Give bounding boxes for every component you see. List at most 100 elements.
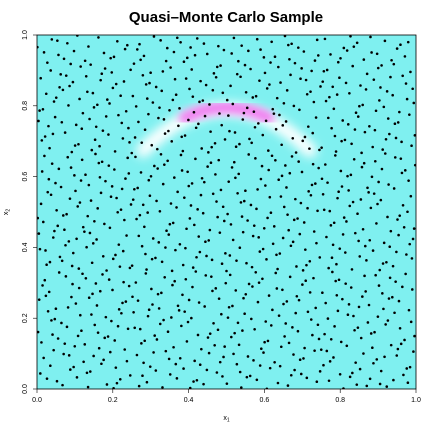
sample-point [405, 97, 409, 101]
sample-point [402, 226, 406, 229]
sample-point [328, 95, 331, 99]
sample-point [344, 251, 347, 254]
sample-point [132, 62, 136, 65]
sample-point [231, 304, 234, 308]
sample-point [70, 264, 74, 268]
sample-point [49, 364, 52, 367]
sample-point [287, 228, 290, 232]
sample-point [297, 298, 301, 302]
sample-point [106, 335, 110, 338]
sample-point [115, 196, 118, 200]
sample-point [201, 99, 205, 102]
sample-point [290, 42, 293, 46]
sample-point [89, 199, 93, 202]
sample-point [411, 288, 414, 291]
sample-point [129, 68, 132, 72]
sample-point [114, 366, 118, 369]
sample-point [356, 115, 360, 118]
sample-point [376, 66, 380, 70]
sample-point [84, 74, 88, 78]
sample-point [270, 154, 274, 158]
sample-point [317, 337, 321, 341]
sample-point [403, 338, 406, 342]
sample-point [92, 354, 95, 358]
sample-point [366, 321, 370, 324]
sample-point [280, 143, 283, 147]
sample-point [180, 324, 183, 328]
sample-point [57, 53, 60, 57]
sample-point [175, 36, 179, 40]
sample-point [412, 350, 415, 353]
sample-point [375, 52, 379, 56]
sample-point [331, 270, 334, 274]
sample-point [209, 130, 212, 133]
sample-point [214, 173, 217, 176]
sample-point [101, 129, 105, 132]
sample-point [398, 214, 402, 217]
sample-point [134, 105, 138, 108]
sample-point [100, 72, 104, 75]
sample-point [326, 116, 330, 120]
sample-point [219, 188, 223, 192]
sample-point [94, 125, 98, 129]
sample-point [259, 347, 263, 351]
sample-point [170, 269, 174, 273]
sample-point [38, 109, 41, 112]
sample-point [339, 57, 342, 60]
sample-point [341, 297, 344, 301]
sample-point [181, 263, 185, 267]
sample-point [147, 178, 151, 182]
sample-point [288, 275, 292, 279]
sample-point [93, 138, 97, 142]
sample-point [159, 152, 163, 156]
sample-point [224, 252, 227, 255]
sample-point [218, 360, 222, 364]
sample-point [210, 258, 214, 262]
sample-point [399, 157, 403, 160]
sample-point [51, 333, 54, 336]
sample-point [208, 332, 212, 335]
sample-point [102, 51, 106, 55]
sample-point [336, 60, 340, 64]
sample-point [49, 193, 53, 197]
sample-point [117, 243, 121, 246]
sample-point [177, 309, 181, 312]
sample-point [413, 163, 416, 167]
sample-point [341, 119, 345, 122]
sample-point [186, 170, 189, 174]
sample-point [335, 93, 339, 96]
sample-point [228, 129, 231, 133]
sample-point [63, 131, 67, 134]
sample-point [354, 111, 358, 114]
sample-point [309, 318, 313, 321]
sample-point [69, 166, 73, 169]
sample-point [110, 319, 113, 323]
sample-point [371, 145, 375, 149]
sample-point [287, 43, 290, 47]
sample-point [367, 303, 371, 307]
sample-point [251, 96, 255, 99]
sample-point [274, 158, 277, 162]
sample-point [112, 387, 115, 389]
sample-point [123, 218, 126, 222]
sample-point [159, 39, 162, 42]
sample-point [329, 53, 332, 56]
plot-frame [36, 34, 417, 390]
sample-point [303, 346, 306, 350]
sample-point [228, 254, 232, 257]
sample-point [255, 207, 258, 211]
sample-point [53, 317, 57, 321]
sample-point [244, 293, 248, 296]
sample-point [139, 58, 142, 62]
sample-point [106, 98, 109, 101]
sample-point [284, 322, 288, 325]
sample-point [160, 260, 164, 264]
sample-point [265, 258, 268, 261]
sample-point [307, 125, 310, 128]
sample-point [181, 293, 184, 297]
sample-point [69, 368, 72, 371]
sample-point [314, 306, 318, 310]
sample-point [128, 141, 131, 144]
sample-point [346, 313, 350, 317]
sample-point [82, 360, 85, 364]
